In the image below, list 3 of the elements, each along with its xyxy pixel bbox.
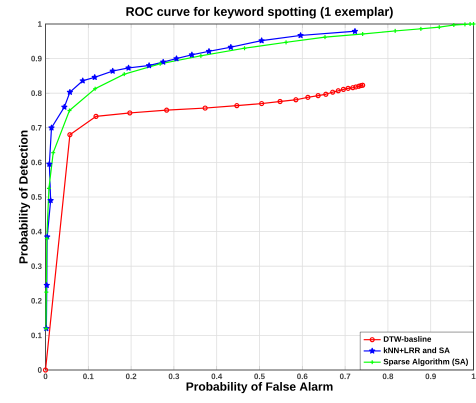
chart-title: ROC curve for keyword spotting (1 exemplar)	[126, 6, 393, 18]
x-axis-title: Probability of False Alarm	[186, 382, 333, 394]
y-axis-title: Probability of Detection	[18, 130, 30, 264]
